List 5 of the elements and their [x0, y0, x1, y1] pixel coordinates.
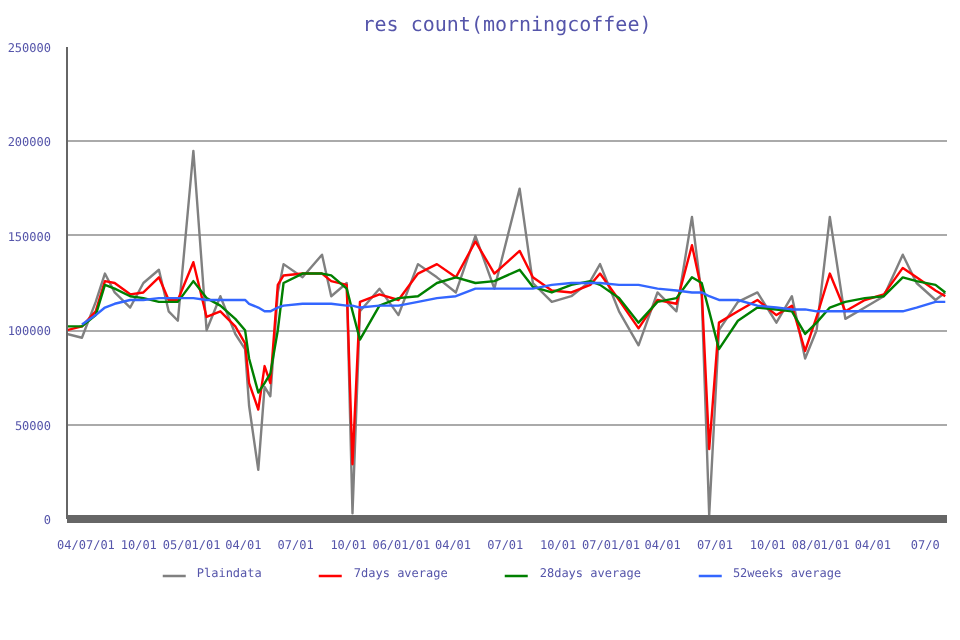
line-series [67, 268, 947, 394]
line-series [80, 281, 947, 326]
line-series [67, 240, 947, 466]
chart-title: res count(morningcoffee) [362, 15, 652, 37]
line-series [67, 149, 947, 517]
